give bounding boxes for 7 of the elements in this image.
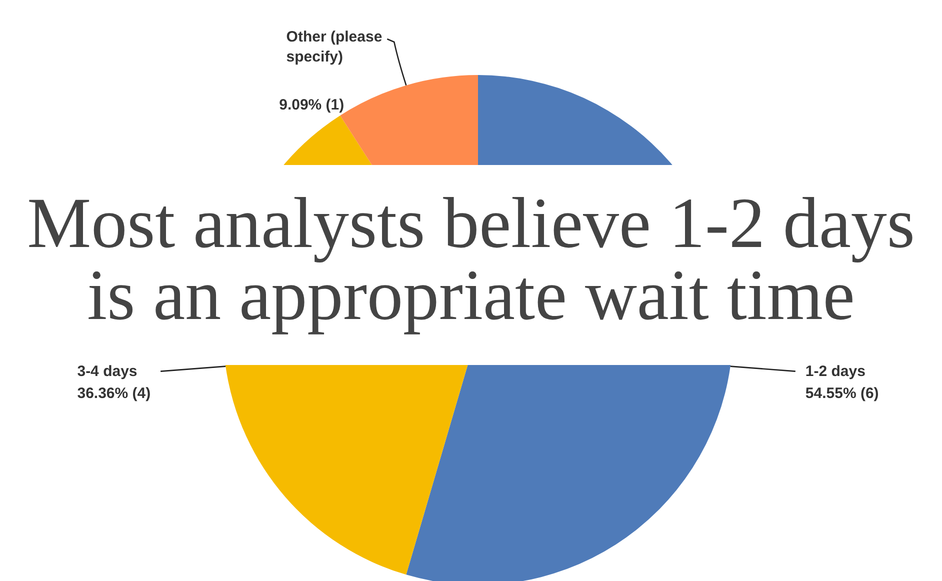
- slice-label: 3-4 days: [77, 362, 138, 380]
- data-label: 54.55% (6): [805, 384, 879, 402]
- data-label: 9.09% (1): [279, 96, 344, 114]
- slice-label: 1-2 days: [805, 362, 866, 380]
- text: Most analysts believe 1-2 days is an appropriate wait time: [27, 183, 915, 335]
- slice-label: Other (please specify): [286, 28, 382, 66]
- data-label: 36.36% (4): [77, 384, 151, 402]
